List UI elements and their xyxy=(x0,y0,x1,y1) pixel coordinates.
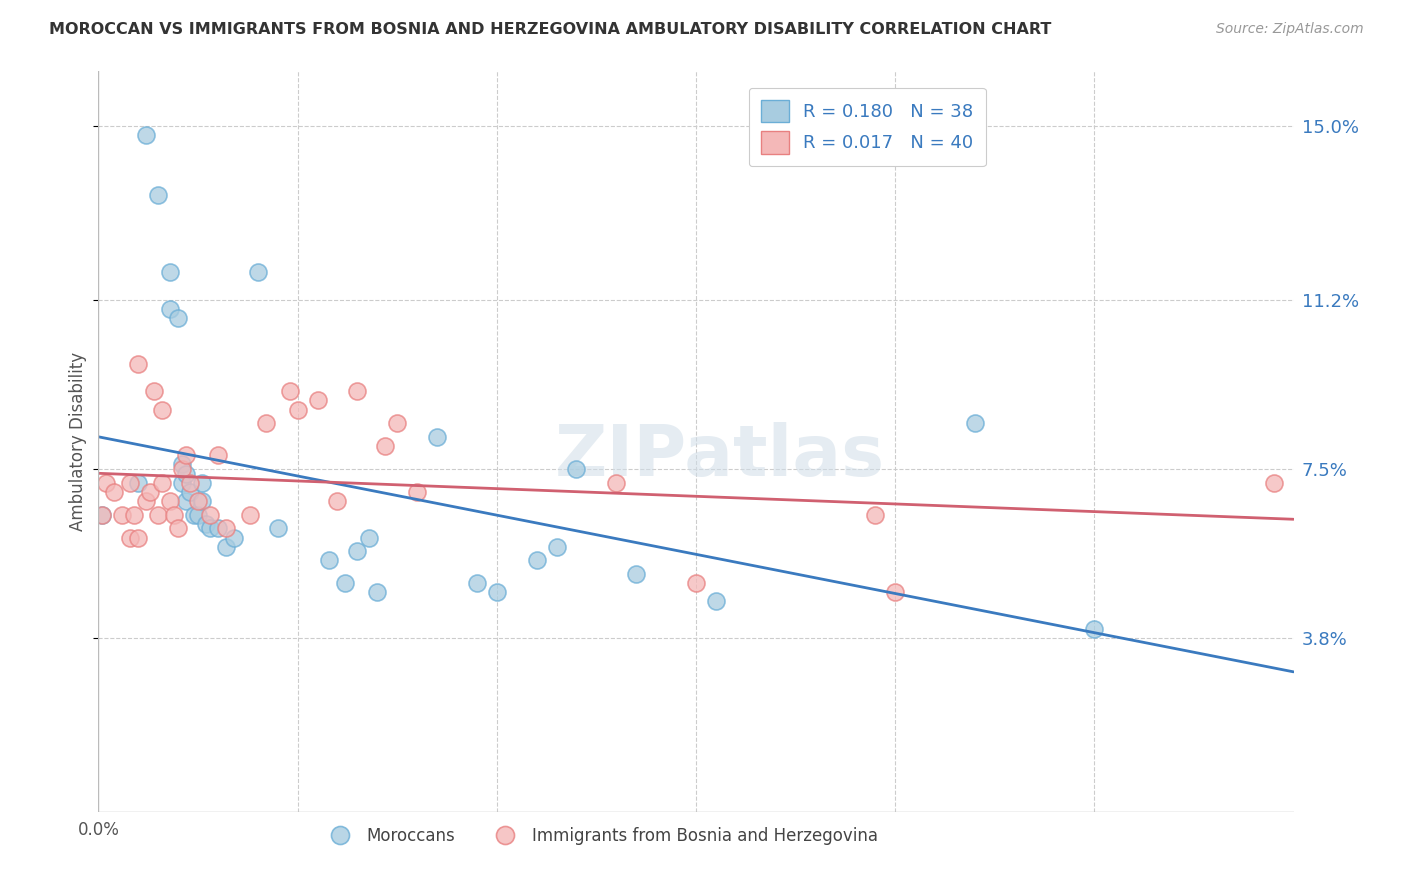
Point xyxy=(963,417,986,431)
Point xyxy=(96,475,118,490)
Point xyxy=(174,494,197,508)
Point xyxy=(366,585,388,599)
Point xyxy=(111,508,134,522)
Point xyxy=(167,311,190,326)
Point xyxy=(222,531,245,545)
Point xyxy=(526,553,548,567)
Point xyxy=(148,508,170,522)
Point xyxy=(198,521,221,535)
Text: ZIPatlas: ZIPatlas xyxy=(555,422,884,491)
Point xyxy=(318,553,340,567)
Point xyxy=(307,393,329,408)
Point xyxy=(1263,475,1285,490)
Point xyxy=(159,494,181,508)
Point xyxy=(346,384,368,399)
Point xyxy=(465,576,488,591)
Point xyxy=(120,475,142,490)
Point xyxy=(172,462,194,476)
Point xyxy=(485,585,508,599)
Point xyxy=(167,521,190,535)
Point xyxy=(215,521,238,535)
Point xyxy=(239,508,262,522)
Point xyxy=(159,301,181,316)
Point xyxy=(704,594,727,608)
Y-axis label: Ambulatory Disability: Ambulatory Disability xyxy=(69,352,87,531)
Point xyxy=(124,508,146,522)
Point xyxy=(246,265,269,279)
Point xyxy=(91,508,114,522)
Point xyxy=(135,128,157,143)
Point xyxy=(385,417,409,431)
Point xyxy=(215,540,238,554)
Point xyxy=(172,475,194,490)
Legend: Moroccans, Immigrants from Bosnia and Herzegovina: Moroccans, Immigrants from Bosnia and He… xyxy=(316,820,884,852)
Point xyxy=(163,508,186,522)
Text: Source: ZipAtlas.com: Source: ZipAtlas.com xyxy=(1216,22,1364,37)
Point xyxy=(207,448,229,462)
Point xyxy=(335,576,357,591)
Point xyxy=(127,475,149,490)
Point xyxy=(626,567,648,582)
Point xyxy=(565,462,588,476)
Point xyxy=(139,484,162,499)
Point xyxy=(148,187,170,202)
Point xyxy=(278,384,301,399)
Point xyxy=(267,521,290,535)
Point xyxy=(91,508,114,522)
Point xyxy=(187,508,209,522)
Point xyxy=(120,531,142,545)
Point xyxy=(865,508,887,522)
Text: MOROCCAN VS IMMIGRANTS FROM BOSNIA AND HERZEGOVINA AMBULATORY DISABILITY CORRELA: MOROCCAN VS IMMIGRANTS FROM BOSNIA AND H… xyxy=(49,22,1052,37)
Point xyxy=(884,585,907,599)
Point xyxy=(191,475,214,490)
Point xyxy=(195,516,218,531)
Point xyxy=(127,357,149,371)
Point xyxy=(191,494,214,508)
Point xyxy=(254,417,277,431)
Point xyxy=(374,439,396,453)
Point xyxy=(174,448,197,462)
Point xyxy=(207,521,229,535)
Point xyxy=(150,402,173,417)
Point xyxy=(287,402,309,417)
Point xyxy=(546,540,568,554)
Point xyxy=(159,265,181,279)
Point xyxy=(183,508,205,522)
Point xyxy=(346,544,368,558)
Point xyxy=(172,458,194,472)
Point xyxy=(605,475,627,490)
Point xyxy=(187,494,209,508)
Point xyxy=(103,484,125,499)
Point xyxy=(406,484,429,499)
Point xyxy=(326,494,349,508)
Point xyxy=(143,384,166,399)
Point xyxy=(359,531,381,545)
Point xyxy=(179,475,201,490)
Point xyxy=(127,531,149,545)
Point xyxy=(150,475,173,490)
Text: 0.0%: 0.0% xyxy=(77,821,120,838)
Point xyxy=(198,508,221,522)
Point xyxy=(1083,622,1105,636)
Point xyxy=(174,467,197,481)
Point xyxy=(685,576,707,591)
Point xyxy=(179,484,201,499)
Point xyxy=(426,430,449,444)
Point xyxy=(135,494,157,508)
